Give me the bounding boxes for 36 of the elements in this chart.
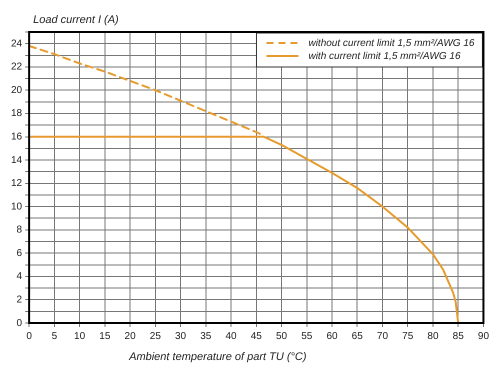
y-tick-label: 24 — [11, 38, 23, 50]
y-tick-label: 4 — [16, 271, 23, 282]
y-tick-label: 16 — [11, 132, 23, 143]
y-tick-label: 20 — [11, 84, 23, 96]
x-tick-label: 30 — [175, 330, 187, 342]
legend-label: without current limit 1,5 mm²/AWG 16 — [308, 38, 475, 49]
y-tick-label: 18 — [11, 108, 23, 120]
y-tick-label: 10 — [11, 201, 23, 212]
x-tick-label: 75 — [402, 330, 414, 342]
x-tick-label: 40 — [225, 330, 238, 342]
x-tick-label: 55 — [301, 330, 313, 342]
y-tick-label: 22 — [11, 62, 23, 73]
x-tick-label: 25 — [150, 330, 162, 342]
x-tick-label: 20 — [124, 330, 136, 342]
x-tick-label: 35 — [200, 330, 212, 342]
x-tick-label: 60 — [326, 330, 338, 342]
y-tick-label: 8 — [16, 224, 23, 236]
y-tick-label: 0 — [16, 318, 23, 329]
legend-label: with current limit 1,5 mm²/AWG 16 — [308, 50, 461, 62]
y-tick-label: 6 — [16, 248, 23, 259]
x-axis-title: Ambient temperature of part TU (°C) — [128, 351, 307, 364]
x-tick-label: 80 — [427, 330, 439, 342]
x-tick-label: 10 — [74, 330, 86, 342]
x-tick-label: 65 — [352, 330, 364, 342]
x-tick-label: 50 — [276, 330, 288, 342]
x-tick-label: 70 — [376, 330, 388, 342]
x-tick-label: 85 — [452, 330, 464, 342]
x-tick-label: 45 — [250, 330, 262, 342]
x-tick-label: 5 — [52, 330, 58, 342]
x-tick-label: 0 — [26, 330, 32, 342]
x-tick-label: 90 — [478, 330, 490, 342]
y-tick-label: 14 — [11, 154, 23, 166]
x-tick-label: 15 — [99, 330, 111, 342]
y-tick-label: 2 — [16, 294, 23, 306]
y-tick-label: 12 — [11, 178, 23, 190]
y-axis-title: Load current I (A) — [33, 14, 120, 26]
